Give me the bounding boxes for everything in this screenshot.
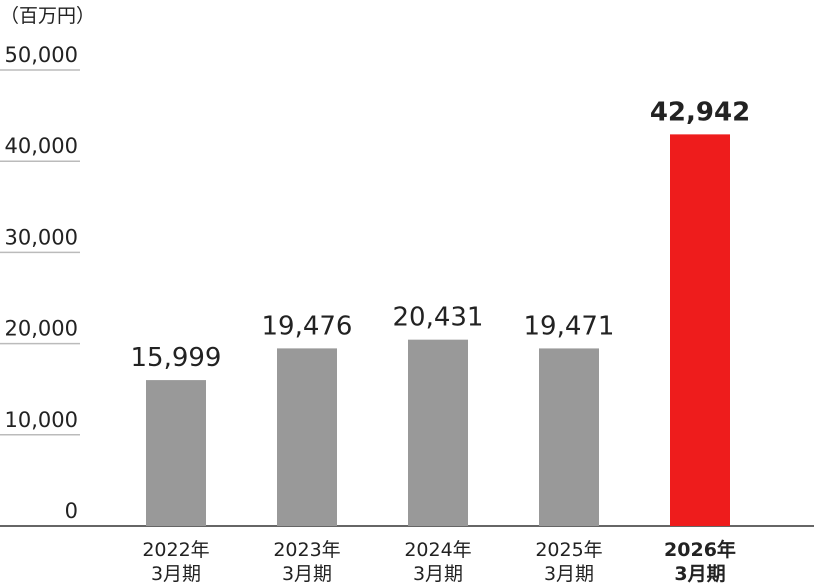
y-tick-label: 30,000 bbox=[5, 225, 78, 249]
value-label: 19,471 bbox=[524, 311, 615, 341]
bar bbox=[539, 348, 599, 526]
y-tick-label: 20,000 bbox=[5, 317, 78, 341]
x-tick-label: 2023年 3月期 bbox=[273, 539, 340, 585]
y-tick-label: 0 bbox=[65, 499, 78, 523]
x-tick-label: 2026年 3月期 bbox=[664, 538, 736, 585]
bar bbox=[277, 348, 337, 526]
unit-label: （百万円） bbox=[0, 5, 95, 27]
x-tick-label: 2025年 3月期 bbox=[535, 539, 602, 585]
x-tick-label: 2024年 3月期 bbox=[404, 539, 471, 585]
bar bbox=[670, 134, 730, 526]
value-label: 20,431 bbox=[393, 303, 484, 333]
value-label: 42,942 bbox=[650, 97, 750, 127]
bar bbox=[146, 380, 206, 526]
y-tick-label: 50,000 bbox=[5, 43, 78, 67]
x-tick-label: 2022年 3月期 bbox=[142, 539, 209, 585]
value-label: 19,476 bbox=[262, 311, 353, 341]
value-label: 15,999 bbox=[131, 343, 222, 373]
y-tick-label: 10,000 bbox=[5, 408, 78, 432]
y-tick-label: 40,000 bbox=[5, 134, 78, 158]
bar bbox=[408, 339, 468, 526]
